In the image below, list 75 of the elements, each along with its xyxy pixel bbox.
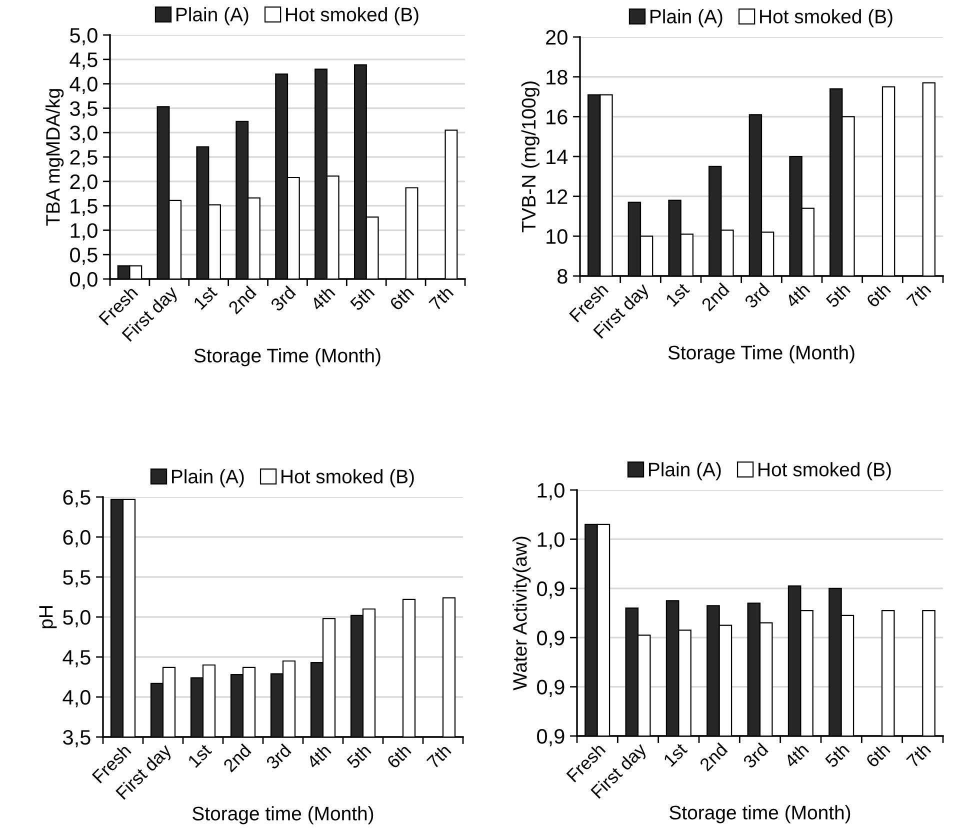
x-tick-label: 2nd (698, 742, 728, 772)
y-tick-label: 0,9 (537, 630, 564, 648)
x-tick-label: 5th (824, 282, 851, 308)
legend-label: Plain (A) (650, 9, 722, 28)
legend-label: Hot smoked (B) (282, 469, 414, 488)
x-tick-label: 4th (309, 285, 336, 312)
y-tick-label: 10 (546, 229, 568, 244)
x-tick-label: 5th (349, 285, 375, 312)
legend-label: Hot smoked (B) (286, 7, 418, 26)
x-tick-label: 2nd (700, 282, 730, 312)
x-tick-label: 6th (864, 742, 891, 768)
x-tick-label: 6th (388, 285, 414, 312)
legend-label: Plain (A) (172, 469, 244, 488)
y-axis-title: Water Activity(aw) (512, 536, 531, 690)
x-tick-label: 1st (665, 282, 690, 307)
x-tick-label: 2nd (227, 285, 257, 315)
x-tick-label: 3rd (270, 285, 296, 312)
legend-label: Hot smoked (B) (758, 462, 891, 480)
x-tick-label: 3rd (265, 743, 292, 770)
y-tick-label: 4,5 (70, 52, 98, 70)
y-tick-label: 8 (558, 269, 568, 284)
x-tick-label: 1st (193, 285, 218, 310)
x-tick-label: 6th (386, 743, 412, 770)
y-tick-label: 3,5 (70, 101, 98, 118)
y-tick-label: 3,0 (70, 126, 98, 143)
y-tick-label: 0,9 (537, 729, 564, 746)
y-tick-label: 2,5 (70, 150, 98, 168)
x-tick-label: 7th (906, 742, 932, 768)
x-axis-title: Storage time (Month) (192, 806, 374, 824)
x-tick-label: 3rd (744, 282, 770, 309)
y-tick-label: 6,0 (63, 530, 90, 548)
y-tick-label: 0,9 (537, 680, 564, 698)
x-axis-title: Storage time (Month) (670, 805, 850, 824)
x-axis-title: Storage Time (Month) (194, 348, 380, 366)
x-tick-label: 7th (906, 282, 932, 308)
y-tick-label: 0,9 (537, 581, 564, 599)
y-axis-title: TVB-N (mg/100g) (521, 82, 540, 232)
y-tick-label: 1,5 (70, 199, 98, 216)
y-tick-label: 20 (546, 30, 568, 45)
y-tick-label: 0,5 (70, 248, 98, 265)
x-tick-label: 7th (428, 285, 454, 311)
legend-label: Hot smoked (B) (760, 9, 892, 28)
y-tick-label: 4,0 (70, 76, 98, 94)
y-tick-label: 5,0 (63, 610, 90, 628)
x-tick-label: 2nd (222, 743, 252, 773)
x-axis-title: Storage Time (Month) (668, 345, 854, 364)
y-tick-label: 12 (546, 189, 568, 204)
y-tick-label: 1,0 (538, 532, 564, 550)
x-tick-label: 5th (824, 742, 850, 768)
y-tick-label: 18 (546, 70, 568, 85)
y-tick-label: 4,0 (62, 690, 90, 708)
y-tick-label: 2,0 (70, 174, 98, 192)
legend-label: Plain (A) (649, 462, 721, 480)
y-tick-label: 5,5 (63, 570, 90, 588)
y-tick-label: 3,5 (63, 730, 90, 748)
legend-label: Plain (A) (176, 7, 248, 26)
x-tick-label: 4th (783, 742, 810, 768)
x-tick-label: 7th (426, 743, 452, 769)
y-tick-label: 5,0 (70, 28, 98, 46)
x-tick-label: 4th (784, 282, 810, 308)
x-tick-label: 4th (306, 743, 332, 770)
y-tick-label: 1,0 (538, 483, 564, 500)
y-tick-label: 14 (546, 150, 568, 164)
y-axis-title: pH (39, 606, 57, 628)
x-tick-label: 6th (865, 282, 892, 308)
y-axis-title: TBA mgMDA/kg (46, 89, 64, 226)
x-tick-label: 1st (663, 742, 688, 767)
x-tick-label: 3rd (742, 742, 769, 769)
y-tick-label: 0,0 (70, 272, 98, 290)
y-tick-label: 4,5 (62, 650, 90, 668)
y-tick-label: 16 (546, 110, 568, 124)
y-tick-label: 6,5 (63, 490, 90, 508)
y-tick-label: 1,0 (70, 223, 98, 240)
x-tick-label: 5th (346, 743, 372, 770)
x-tick-label: 1st (187, 743, 212, 768)
